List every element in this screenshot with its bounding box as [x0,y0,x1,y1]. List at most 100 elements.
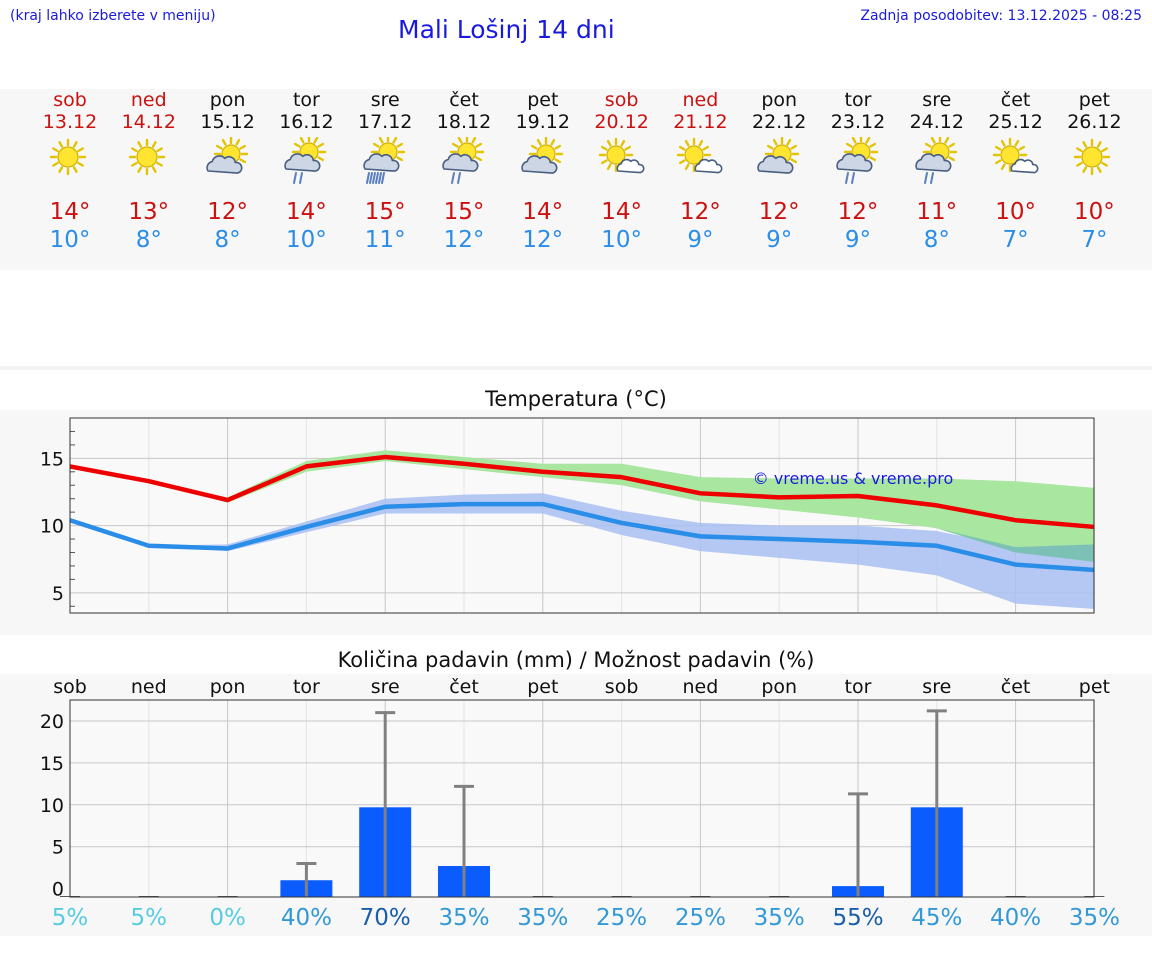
y-tick-label: 15 [40,448,64,470]
precip-day-label: čet [1000,676,1031,698]
max-temperature: 12° [837,199,879,225]
day-date: 18.12 [436,111,492,133]
precip-day-label: sre [370,676,400,698]
min-temperature: 9° [766,227,793,253]
sun-cloud-rain-icon [836,137,879,184]
sun-cloud-icon [757,137,800,174]
sun-cloud-heavy-rain-icon [363,137,406,184]
min-temperature: 7° [1002,227,1029,253]
day-name: pon [761,89,798,111]
min-temperature: 8° [135,227,162,253]
temperature-chart: 5 10 15 © vreme.us & vreme.pro [40,417,1095,614]
precip-probability: 5% [130,905,168,931]
day-column: pon 15.12 12° 8° [189,89,267,253]
precip-probability: 35% [438,905,490,931]
day-name: sre [370,89,400,111]
day-date: 22.12 [751,111,807,133]
max-temperature: 14° [49,199,91,225]
day-name: tor [844,89,872,111]
day-column: pet 19.12 14° 12° [504,89,582,253]
day-name: sre [922,89,952,111]
max-temperature: 13° [128,199,170,225]
day-date: 19.12 [515,111,570,133]
precip-probability: 40% [280,905,332,931]
min-temperature: 7° [1081,227,1108,253]
min-temperature: 9° [687,227,714,253]
page-title: Mali Lošinj 14 dni [398,15,615,44]
precip-day-label: sob [53,676,87,698]
temperature-chart-title: Temperatura (°C) [485,387,667,411]
sun-small-cloud-icon [677,137,723,174]
day-column: čet 18.12 15° 12° [425,89,503,253]
precip-day-label: tor [292,676,320,698]
sun-icon [1074,138,1111,176]
day-column: ned 21.12 12° 9° [661,89,739,253]
sun-cloud-rain-icon [915,137,957,184]
max-temp-line [69,454,1095,530]
y-tick-label: 20 [40,711,64,733]
precip-probability: 25% [674,905,726,931]
precip-probability: 35% [753,905,805,931]
sun-small-cloud-icon [992,137,1038,174]
day-name: sob [604,89,639,111]
min-temperature: 8° [214,227,241,253]
sun-cloud-rain-icon [442,137,485,184]
y-tick-label: 10 [40,516,64,538]
precip-day-label: tor [844,676,872,698]
max-temperature: 15° [443,199,485,225]
precip-day-label: pet [1078,676,1110,698]
day-date: 25.12 [988,111,1043,133]
min-temperature: 9° [844,227,872,253]
day-name: čet [449,89,479,111]
header-location-note[interactable]: (kraj lahko izberete v meniju) [10,8,216,24]
max-temperature: 14° [286,199,327,225]
precip-probability: 40% [990,905,1042,931]
precip-chart-title: Količina padavin (mm) / Možnost padavin … [337,648,815,672]
day-column: tor 23.12 12° 9° [819,89,897,253]
sun-icon [49,138,87,176]
y-tick-label: 15 [40,753,64,775]
max-temperature: 12° [207,199,248,225]
day-name: pon [209,89,246,111]
day-column: ned 14.12 13° 8° [110,89,188,253]
max-temperature: 12° [680,199,721,225]
day-date: 26.12 [1067,111,1122,133]
sun-cloud-rain-icon [284,137,327,184]
day-date: 21.12 [673,111,728,133]
day-name: čet [1000,89,1031,111]
daily-forecast-band [0,89,1152,270]
min-temperature: 10° [601,227,642,253]
day-date: 14.12 [121,111,176,133]
min-temperature: 12° [522,227,564,253]
precip-day-label: ned [682,676,719,698]
sun-small-cloud-icon [598,137,644,174]
day-column: sre 24.12 11° 8° [898,89,976,253]
day-date: 13.12 [42,111,98,133]
day-date: 16.12 [279,111,334,133]
precip-day-label: sre [922,676,952,698]
precip-probability: 35% [517,905,569,931]
precip-day-label: čet [449,676,479,698]
min-temperature: 11° [364,227,406,253]
precip-probability: 45% [911,905,963,931]
precip-day-label: sob [604,676,639,698]
day-name: tor [292,89,320,111]
precip-day-label: pet [527,676,559,698]
y-tick-label: 5 [52,837,64,859]
min-temperature: 12° [443,227,485,253]
max-temperature: 12° [758,199,800,225]
day-column: pet 26.12 10° 7° [1055,89,1133,253]
precip-probability: 5% [51,905,89,931]
max-temperature: 14° [522,199,564,225]
min-temp-line [69,501,1095,573]
y-tick-label: 0 [52,879,64,901]
y-tick-label: 10 [40,795,64,817]
precip-chart: 0 5 10 15 20 [40,699,1105,901]
y-tick-label: 5 [52,583,64,605]
day-date: 15.12 [200,111,255,133]
day-column: tor 16.12 14° 10° [267,89,345,253]
plot-frame [69,417,1095,614]
day-name: sob [53,89,87,111]
day-date: 20.12 [594,111,649,133]
day-date: 17.12 [357,111,413,133]
